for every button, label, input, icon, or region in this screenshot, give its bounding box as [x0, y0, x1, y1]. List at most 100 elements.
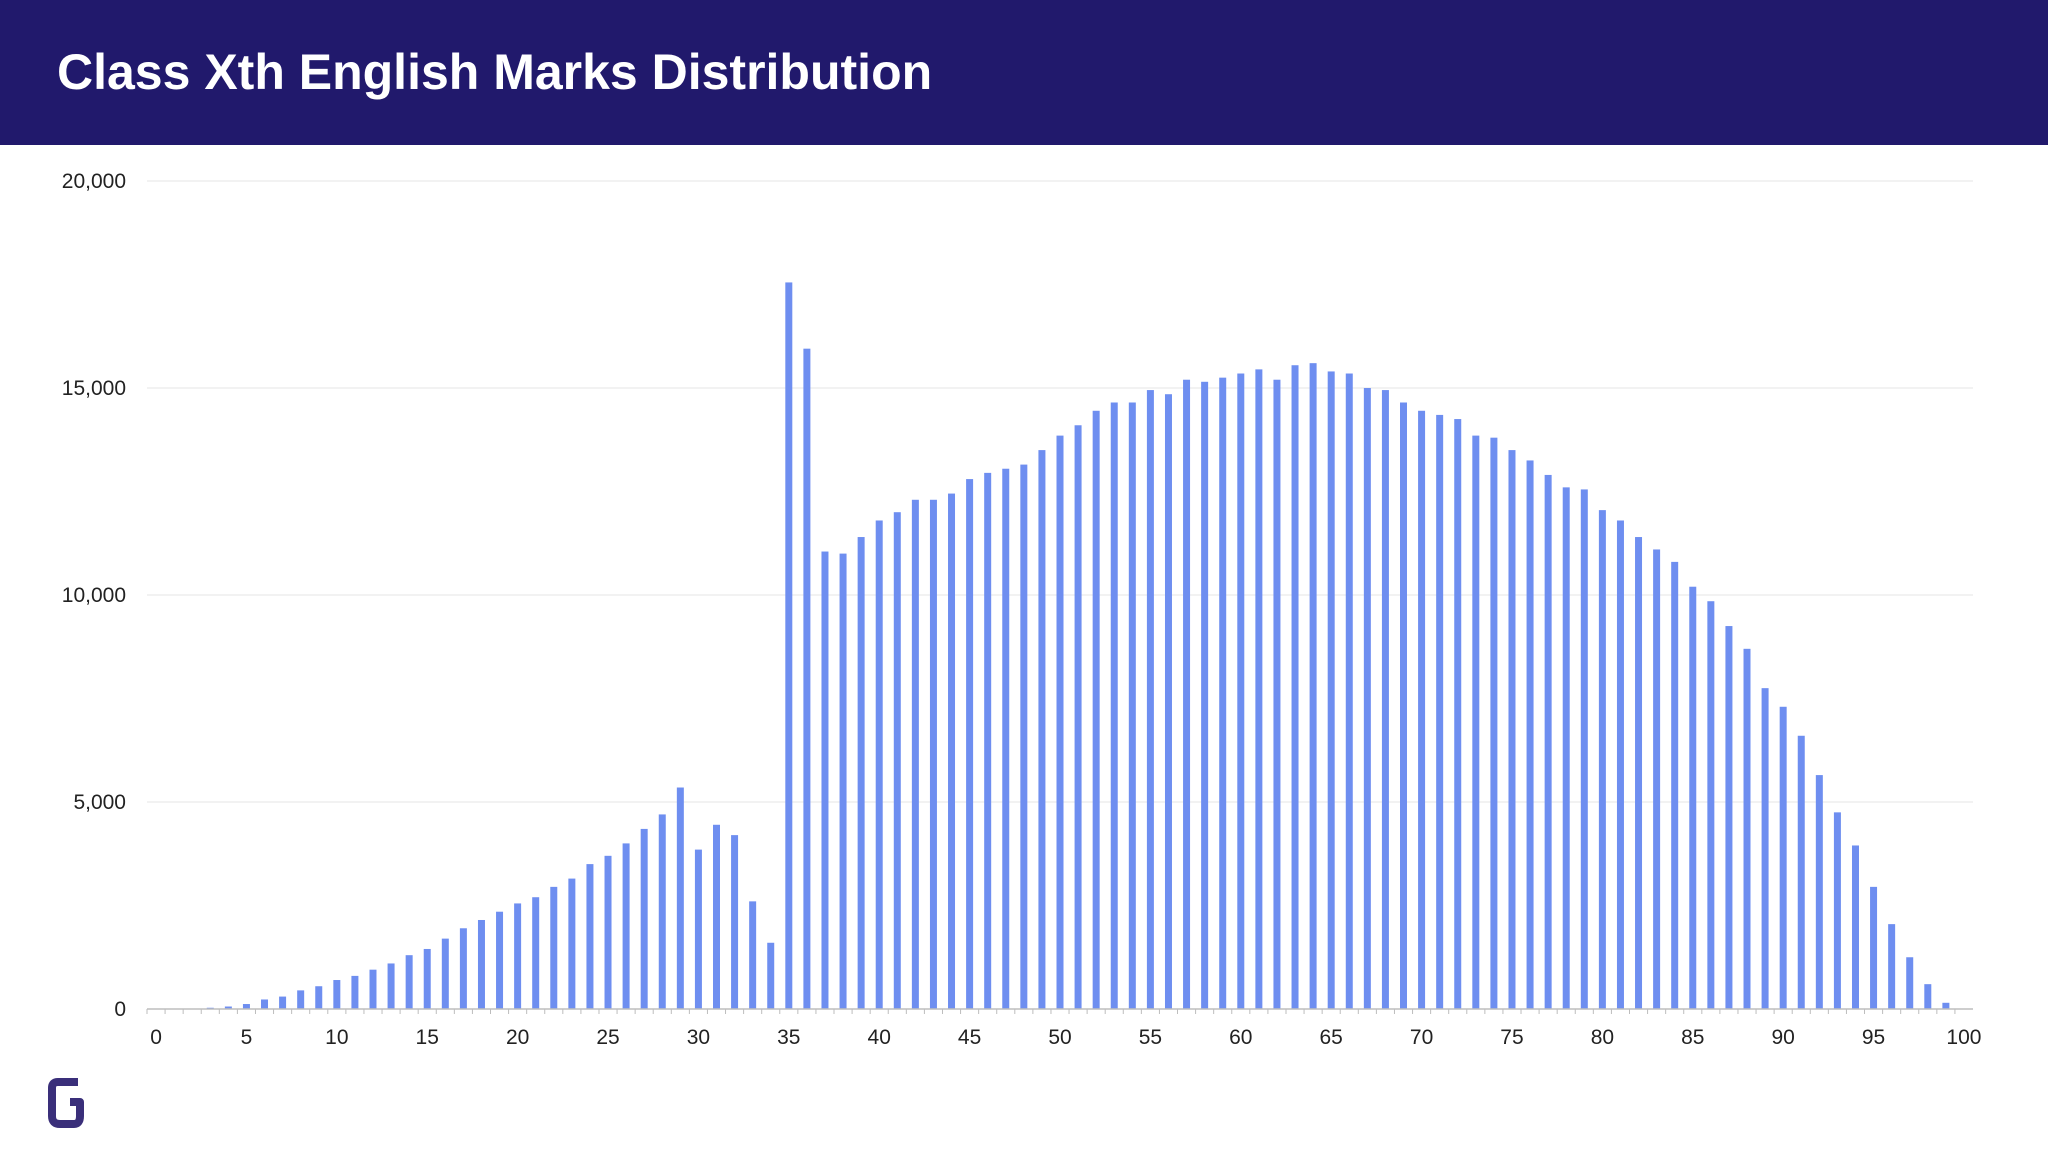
x-tick-label: 100 — [1946, 1026, 1981, 1049]
bar — [1888, 924, 1896, 1009]
bar — [550, 886, 558, 1009]
x-tick-label: 80 — [1591, 1026, 1614, 1049]
bar — [785, 282, 793, 1009]
y-tick-label: 10,000 — [62, 584, 126, 607]
x-axis — [146, 1008, 1973, 1014]
bar — [1219, 377, 1227, 1009]
bar — [387, 963, 395, 1009]
x-tick-label: 25 — [596, 1026, 619, 1049]
bar — [1616, 520, 1624, 1009]
bar — [242, 1004, 250, 1009]
bar — [1038, 450, 1046, 1010]
x-tick-label: 75 — [1500, 1026, 1523, 1049]
bar — [640, 828, 648, 1009]
bar — [1815, 775, 1823, 1009]
bar — [1797, 735, 1805, 1009]
bar — [1635, 537, 1643, 1009]
bar — [1345, 373, 1353, 1009]
bar — [1074, 425, 1082, 1009]
bar — [731, 835, 739, 1009]
bar — [405, 955, 413, 1009]
bar — [1020, 464, 1028, 1010]
bar — [1454, 419, 1462, 1009]
bar — [1092, 410, 1100, 1009]
bar — [1381, 390, 1389, 1009]
bar — [297, 990, 305, 1009]
bar — [1779, 706, 1787, 1009]
bar — [911, 499, 919, 1009]
g-logo-icon — [48, 1078, 84, 1128]
bar — [839, 553, 847, 1009]
bar — [1164, 394, 1172, 1009]
x-tick-label: 60 — [1229, 1026, 1252, 1049]
y-tick-label: 0 — [114, 998, 126, 1021]
bar — [1761, 688, 1769, 1009]
bar — [1508, 450, 1516, 1010]
bar — [749, 901, 757, 1009]
bar — [532, 897, 540, 1009]
x-tick-label: 55 — [1139, 1026, 1162, 1049]
bar — [351, 975, 359, 1009]
bar — [1725, 626, 1733, 1009]
bar — [1418, 410, 1426, 1009]
y-axis-labels: 0 5,000 10,000 15,000 20,000 — [62, 170, 126, 1021]
bar — [893, 512, 901, 1009]
bar — [1671, 561, 1679, 1009]
bar — [1598, 510, 1606, 1009]
bar — [261, 999, 269, 1009]
bar — [676, 787, 684, 1009]
bar — [1526, 460, 1534, 1009]
bar — [1653, 549, 1661, 1009]
bar — [1436, 414, 1444, 1009]
bar — [1562, 487, 1570, 1009]
bar — [423, 948, 431, 1009]
bar — [604, 855, 612, 1009]
bar — [929, 499, 937, 1009]
bar — [477, 919, 485, 1009]
x-tick-label: 95 — [1862, 1026, 1885, 1049]
bar — [875, 520, 883, 1009]
bar — [857, 537, 865, 1009]
bar — [459, 928, 467, 1009]
bar — [1924, 984, 1932, 1009]
y-tick-label: 20,000 — [62, 170, 126, 193]
bar — [1255, 369, 1263, 1009]
page-title: Class Xth English Marks Distribution — [57, 44, 933, 100]
bar — [1201, 381, 1209, 1009]
bar — [767, 942, 775, 1009]
x-tick-label: 30 — [687, 1026, 710, 1049]
bar — [1544, 474, 1552, 1009]
bar — [315, 986, 323, 1009]
bar — [1490, 437, 1498, 1009]
x-tick-label: 5 — [241, 1026, 253, 1049]
bar — [279, 996, 287, 1009]
x-axis-labels: 0 5 10 15 20 25 30 35 40 45 50 55 60 65 70 75 80 85 90 95 10… — [150, 1026, 1981, 1049]
x-tick-label: 45 — [958, 1026, 981, 1049]
bar — [1851, 845, 1859, 1009]
bar — [658, 814, 666, 1009]
bar — [984, 472, 992, 1009]
bar — [1237, 373, 1245, 1009]
bar — [514, 903, 522, 1009]
x-tick-label: 10 — [325, 1026, 348, 1049]
bar — [369, 969, 377, 1009]
bar — [713, 824, 720, 1009]
bar — [441, 938, 449, 1009]
bar — [1906, 957, 1914, 1009]
bar — [1833, 812, 1841, 1009]
bar — [1743, 648, 1751, 1009]
bar — [966, 479, 974, 1010]
x-tick-label: 15 — [416, 1026, 439, 1049]
bar — [1942, 1002, 1950, 1009]
bar — [1128, 402, 1136, 1009]
bar — [496, 911, 504, 1009]
x-tick-label: 50 — [1048, 1026, 1071, 1049]
bar — [1146, 390, 1154, 1009]
x-tick-label: 35 — [777, 1026, 800, 1049]
bar — [1309, 363, 1317, 1009]
bar — [1183, 379, 1191, 1010]
x-tick-label: 85 — [1681, 1026, 1704, 1049]
x-tick-label: 70 — [1410, 1026, 1433, 1049]
bar — [1327, 371, 1335, 1009]
bar — [1110, 402, 1118, 1009]
